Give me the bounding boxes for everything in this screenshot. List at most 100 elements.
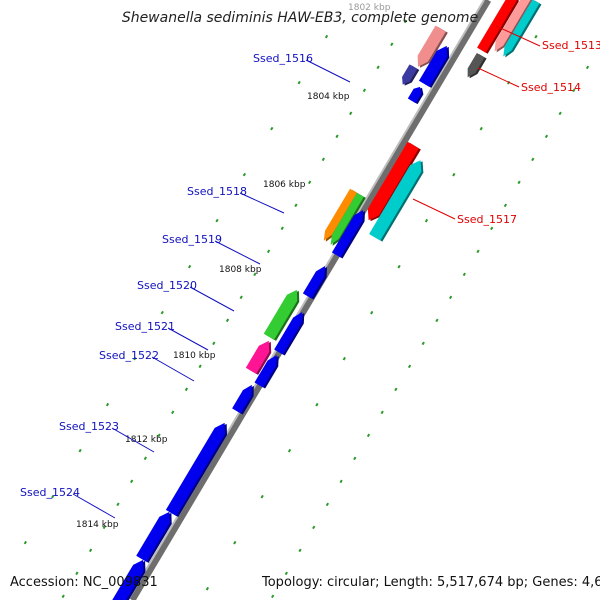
gene-labels-right: Ssed_1513 Ssed_1514 Ssed_1517 [412, 25, 600, 226]
grid-dot [171, 410, 175, 415]
gene-cds-b-body [407, 86, 422, 104]
grid-dot [157, 433, 161, 438]
gene-ssed-1523-body [165, 422, 226, 516]
grid-dot [198, 364, 202, 369]
grid-dot [225, 318, 230, 323]
grid-dot [143, 456, 147, 461]
gene-label-ssed-1513[interactable]: Ssed_1513 [542, 39, 600, 52]
grid-dot [376, 65, 380, 70]
gene-ssed-1522-b-body [232, 384, 252, 414]
grid-dot [339, 479, 343, 484]
gene-ssed-1517-a-body [367, 141, 419, 221]
gene-ssed-1514-body [467, 52, 485, 78]
grid-dot [61, 594, 65, 599]
grid-dot [253, 272, 257, 277]
grid-dot [324, 34, 329, 39]
grid-dot [390, 42, 394, 47]
gene-label-ssed-1522[interactable]: Ssed_1522 [99, 349, 159, 362]
gene-label-ssed-1514[interactable]: Ssed_1514 [521, 81, 581, 94]
grid-dot [239, 295, 243, 300]
grid-dot [297, 80, 301, 85]
gene-cds-a[interactable] [418, 45, 450, 88]
gene-ssed-1518-b[interactable] [330, 192, 366, 246]
grid-dot [362, 88, 367, 93]
grid-dot [315, 402, 319, 407]
gene-label-ssed-1518[interactable]: Ssed_1518 [187, 185, 247, 198]
gene-ssed-1516-b-body [402, 64, 418, 85]
gene-ssed-1517-a[interactable] [367, 141, 421, 222]
grid-dot [335, 134, 339, 139]
gene-ssed-1518-a[interactable] [323, 188, 359, 242]
grid-dot [394, 387, 398, 392]
grid-dot [490, 226, 494, 231]
grid-dot [271, 594, 275, 599]
gene-label-ssed-1520[interactable]: Ssed_1520 [137, 279, 197, 292]
gene-ssed-1522-a[interactable] [254, 355, 279, 389]
gene-ssed-1517-b-body [369, 160, 422, 241]
grid-dot [452, 172, 456, 177]
grid-dot [51, 494, 55, 499]
gene-ssed-1524[interactable] [136, 511, 172, 563]
map-title: Shewanella sediminis HAW-EB3, complete g… [121, 10, 479, 26]
gene-ssed-1521[interactable] [245, 340, 272, 375]
gene-label-ssed-1524[interactable]: Ssed_1524 [20, 486, 80, 499]
grid-dot [298, 548, 302, 553]
gene-ssed-1522-b[interactable] [232, 384, 254, 415]
gene-ssed-1519[interactable] [302, 265, 328, 300]
gene-label-ssed-1521[interactable]: Ssed_1521 [115, 320, 175, 333]
gene-ssed-1523[interactable] [165, 422, 228, 517]
grid-dot [75, 571, 79, 576]
grid-dot [294, 203, 298, 208]
gene-ssed-1519-body [302, 265, 326, 299]
grid-dot [462, 272, 466, 277]
grid-dots [23, 19, 600, 599]
gene-ssed-1518-b-body [330, 192, 364, 245]
grid-dot [449, 295, 453, 300]
grid-dot [585, 65, 590, 70]
gene-ssed-1518-c-body [331, 210, 363, 258]
grid-dot [558, 111, 562, 116]
gene-cds-a-body [418, 45, 448, 87]
grid-dot [321, 157, 325, 162]
grid-dot [407, 364, 412, 369]
grid-dot [479, 126, 483, 131]
gene-ssed-1517-b[interactable] [369, 160, 424, 242]
gene-ssed-1513-b-body [494, 0, 531, 52]
gene-ssed-1516-b[interactable] [402, 64, 420, 86]
tick-label-1810: 1810 kbp [173, 351, 216, 361]
gene-label-ssed-1517[interactable]: Ssed_1517 [457, 213, 517, 226]
tick-label-1814: 1814 kbp [76, 520, 119, 530]
gene-cds-d-body [112, 559, 144, 600]
tick-label-1802: 1802 kbp [348, 3, 391, 13]
grid-dot [215, 218, 219, 223]
grid-dot [287, 448, 292, 453]
grid-dot [531, 157, 535, 162]
gene-label-ssed-1523[interactable]: Ssed_1523 [59, 420, 119, 433]
gene-ssed-1513-c[interactable] [503, 0, 542, 58]
tick-label-1806: 1806 kbp [263, 180, 306, 190]
gene-ssed-1520[interactable] [263, 289, 300, 341]
gene-label-ssed-1516[interactable]: Ssed_1516 [253, 52, 313, 65]
grid-dot [270, 126, 274, 131]
gene-cds-c[interactable] [274, 312, 305, 356]
grid-dot [205, 586, 210, 591]
gene-label-ssed-1519[interactable]: Ssed_1519 [162, 233, 222, 246]
grid-dot [212, 341, 216, 346]
gene-ssed-1513-b[interactable] [494, 0, 534, 53]
grid-dot [349, 111, 353, 116]
gene-ssed-1514[interactable] [467, 52, 487, 79]
gene-cds-b[interactable] [407, 86, 424, 105]
grid-dot [88, 548, 93, 553]
gene-ssed-1516-a[interactable] [417, 25, 448, 68]
grid-dot [517, 180, 521, 185]
gene-cds-d[interactable] [111, 559, 146, 600]
accession-text: Accession: NC_009831 [10, 575, 158, 590]
tick-labels: 1802 kbp 1804 kbp 1806 kbp 1808 kbp 1810… [76, 3, 391, 530]
tick-label-1808: 1808 kbp [219, 265, 262, 275]
grid-dot [105, 402, 110, 407]
gene-labels-left: Ssed_1516 Ssed_1518 Ssed_1519 Ssed_1520 … [20, 52, 351, 519]
grid-dot [380, 410, 384, 415]
gene-ssed-1518-c[interactable] [331, 210, 365, 259]
gene-ssed-1520-body [263, 289, 298, 340]
